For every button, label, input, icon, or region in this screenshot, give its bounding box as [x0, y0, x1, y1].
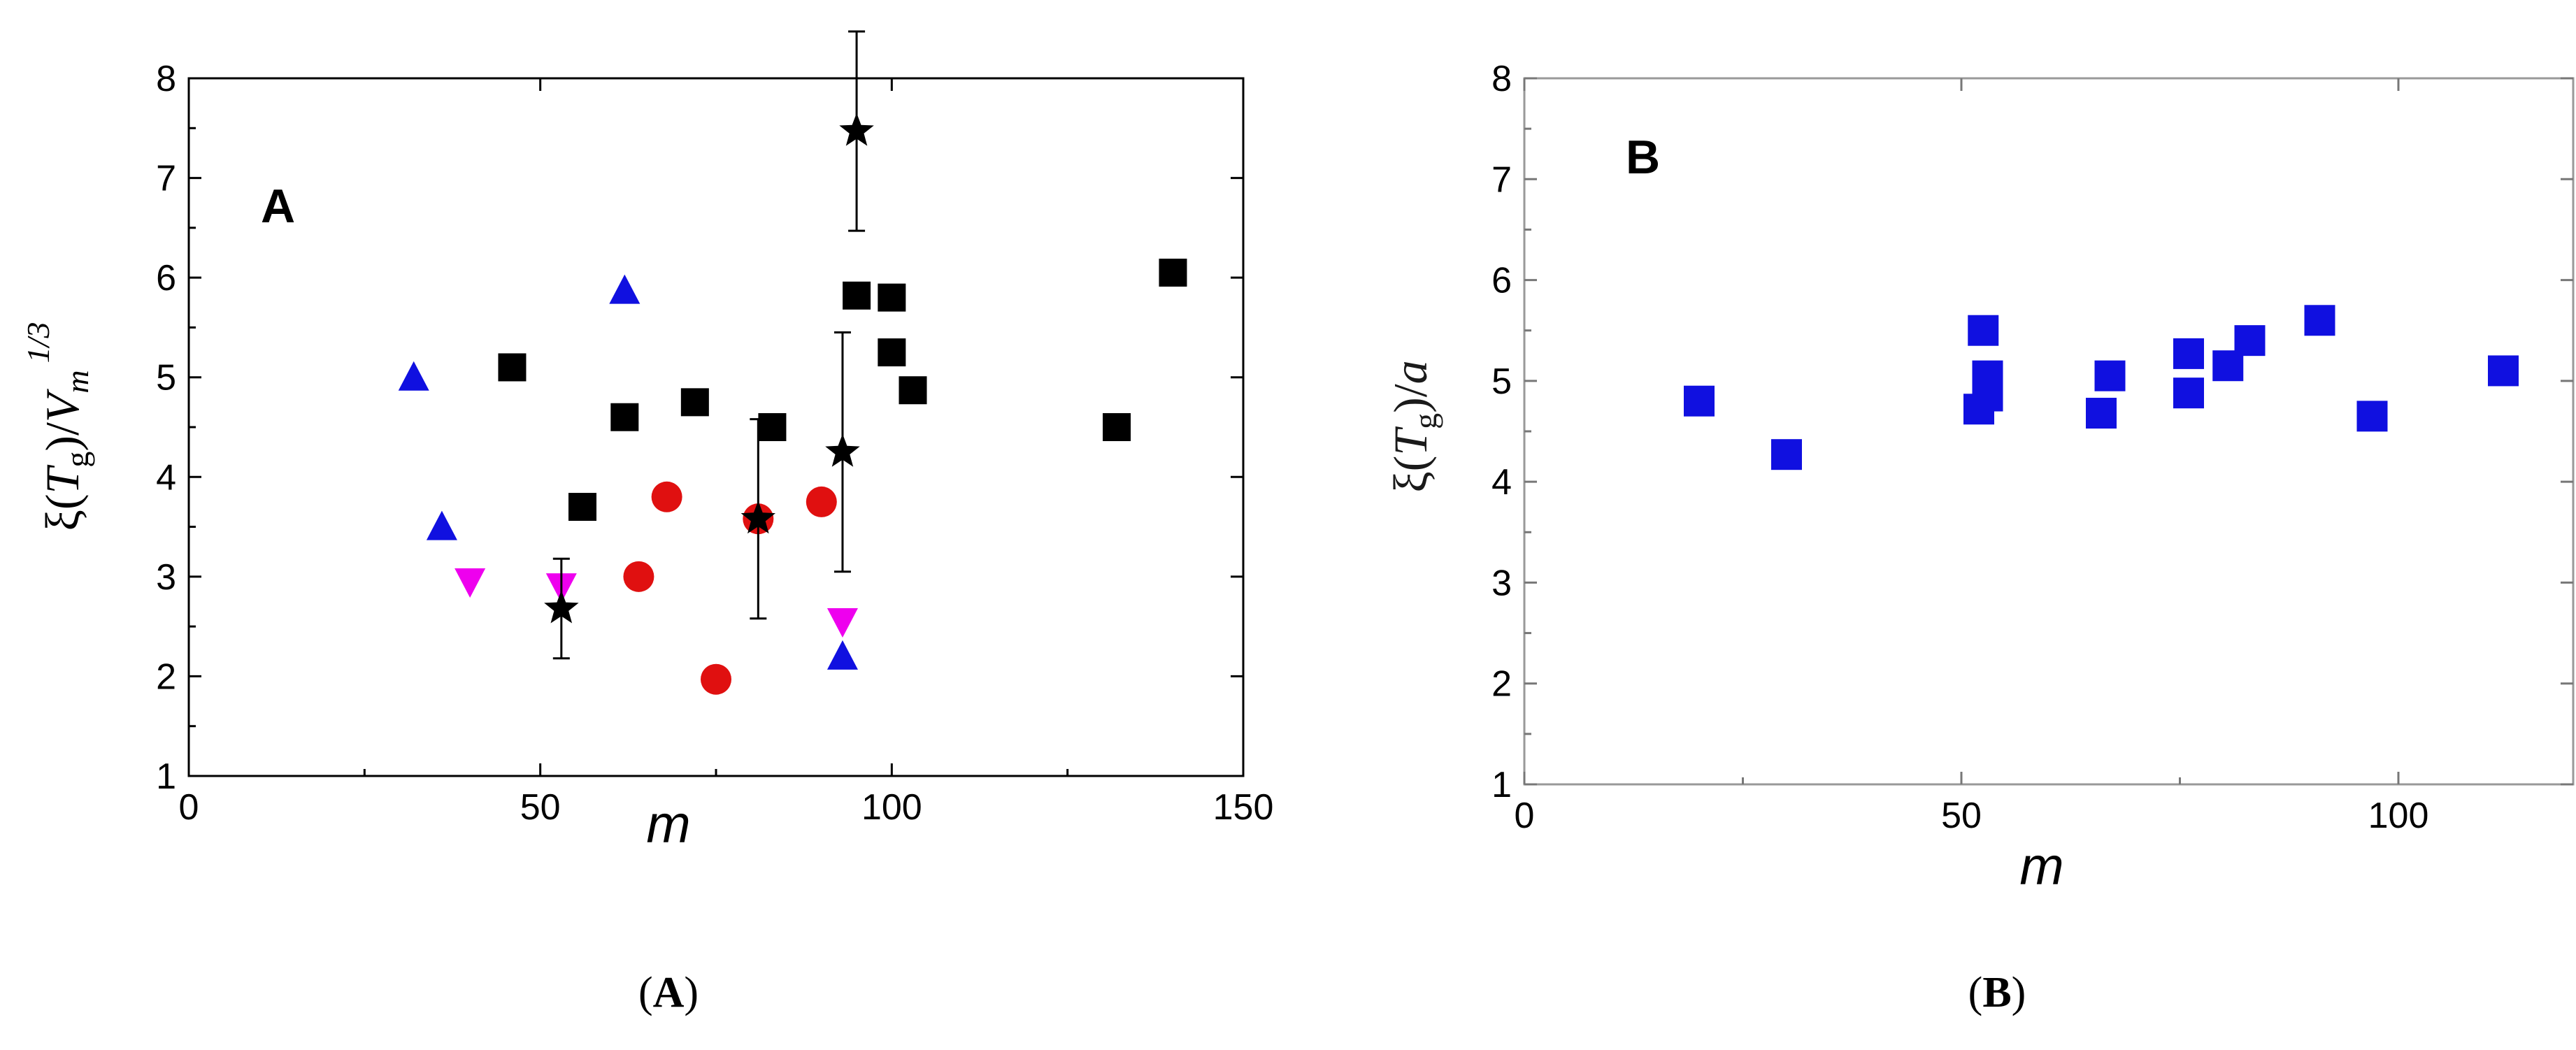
square-point: [568, 493, 596, 522]
y-tick-label: 8: [156, 59, 176, 99]
square-point: [878, 338, 906, 367]
square-point: [1972, 380, 2003, 412]
square-point: [2304, 305, 2335, 336]
x-tick-label: 0: [1515, 796, 1535, 836]
triangle-up-point: [398, 361, 429, 391]
y-tick-label: 7: [156, 159, 176, 199]
y-tick-label: 8: [1491, 59, 1512, 99]
y-axis-label-b: ξ(Tg)/a: [1384, 360, 1443, 492]
marks-a: [398, 30, 1187, 695]
square-point: [2488, 355, 2519, 387]
circle-point: [701, 663, 731, 695]
circle-point: [623, 561, 654, 592]
marks-b: [1684, 305, 2519, 470]
triangle-up-point: [426, 510, 457, 540]
y-tick-label: 5: [156, 358, 176, 398]
square-point: [1159, 259, 1187, 287]
y-tick-label: 1: [1491, 765, 1512, 805]
square-point: [610, 403, 639, 431]
y-tick-label: 7: [1491, 159, 1512, 200]
x-axis-label-a: m: [646, 795, 690, 854]
square-point: [1684, 385, 1715, 417]
circle-point: [651, 481, 682, 512]
square-point: [2086, 398, 2117, 429]
y-tick-label: 1: [156, 756, 176, 797]
x-tick-label: 150: [1213, 787, 1274, 828]
panel-letter-a: A: [261, 180, 295, 233]
square-point: [2173, 338, 2204, 369]
axis-ticks-a: [187, 77, 1245, 777]
y-tick-label: 2: [1491, 664, 1512, 705]
square-point: [1771, 439, 1802, 470]
square-point: [899, 376, 927, 405]
star-point: [839, 113, 874, 146]
triangle-down-point: [455, 568, 486, 598]
square-point: [2173, 377, 2204, 409]
star-point: [544, 590, 579, 624]
square-point: [2234, 325, 2266, 357]
x-tick-label: 0: [179, 787, 199, 828]
x-tick-label: 50: [520, 787, 561, 828]
x-tick-label: 50: [1941, 796, 1982, 836]
tick-labels-a: 0 50 100 150 1 2 3 4 5 6 7 8: [156, 59, 1273, 828]
triangle-up-point: [609, 274, 641, 304]
y-tick-label: 6: [156, 258, 176, 299]
caption-a: (A): [638, 969, 699, 1016]
star-point: [825, 433, 860, 467]
y-tick-label: 3: [156, 557, 176, 598]
y-tick-label: 4: [156, 457, 176, 498]
square-point: [843, 281, 871, 310]
square-point: [680, 388, 709, 417]
y-tick-label: 3: [1491, 563, 1512, 603]
triangle-down-point: [827, 608, 858, 638]
panel-letter-b: B: [1626, 131, 1660, 184]
panel-b: 0 50 100 1 2 3 4 5 6 7 8 B m ξ(Tg)/a: [1384, 59, 2575, 896]
y-tick-label: 2: [156, 656, 176, 697]
y-tick-label: 4: [1491, 462, 1512, 503]
square-point: [2094, 360, 2126, 391]
caption-b: (B): [1968, 969, 2026, 1016]
x-tick-label: 100: [861, 787, 922, 828]
square-point: [1968, 315, 1999, 346]
tick-labels-b: 0 50 100 1 2 3 4 5 6 7 8: [1491, 59, 2428, 836]
axis-ticks-b: [1523, 77, 2573, 786]
y-tick-label: 6: [1491, 261, 1512, 301]
x-axis-label-b: m: [2019, 837, 2063, 896]
square-point: [2356, 401, 2388, 432]
star-point: [740, 501, 775, 534]
circle-point: [806, 486, 837, 517]
triangle-up-point: [827, 640, 858, 670]
square-point: [1103, 413, 1131, 441]
square-point: [758, 413, 787, 441]
square-point: [498, 353, 527, 382]
square-point: [878, 283, 906, 312]
y-tick-label: 5: [1491, 361, 1512, 402]
x-tick-label: 100: [2368, 796, 2429, 836]
